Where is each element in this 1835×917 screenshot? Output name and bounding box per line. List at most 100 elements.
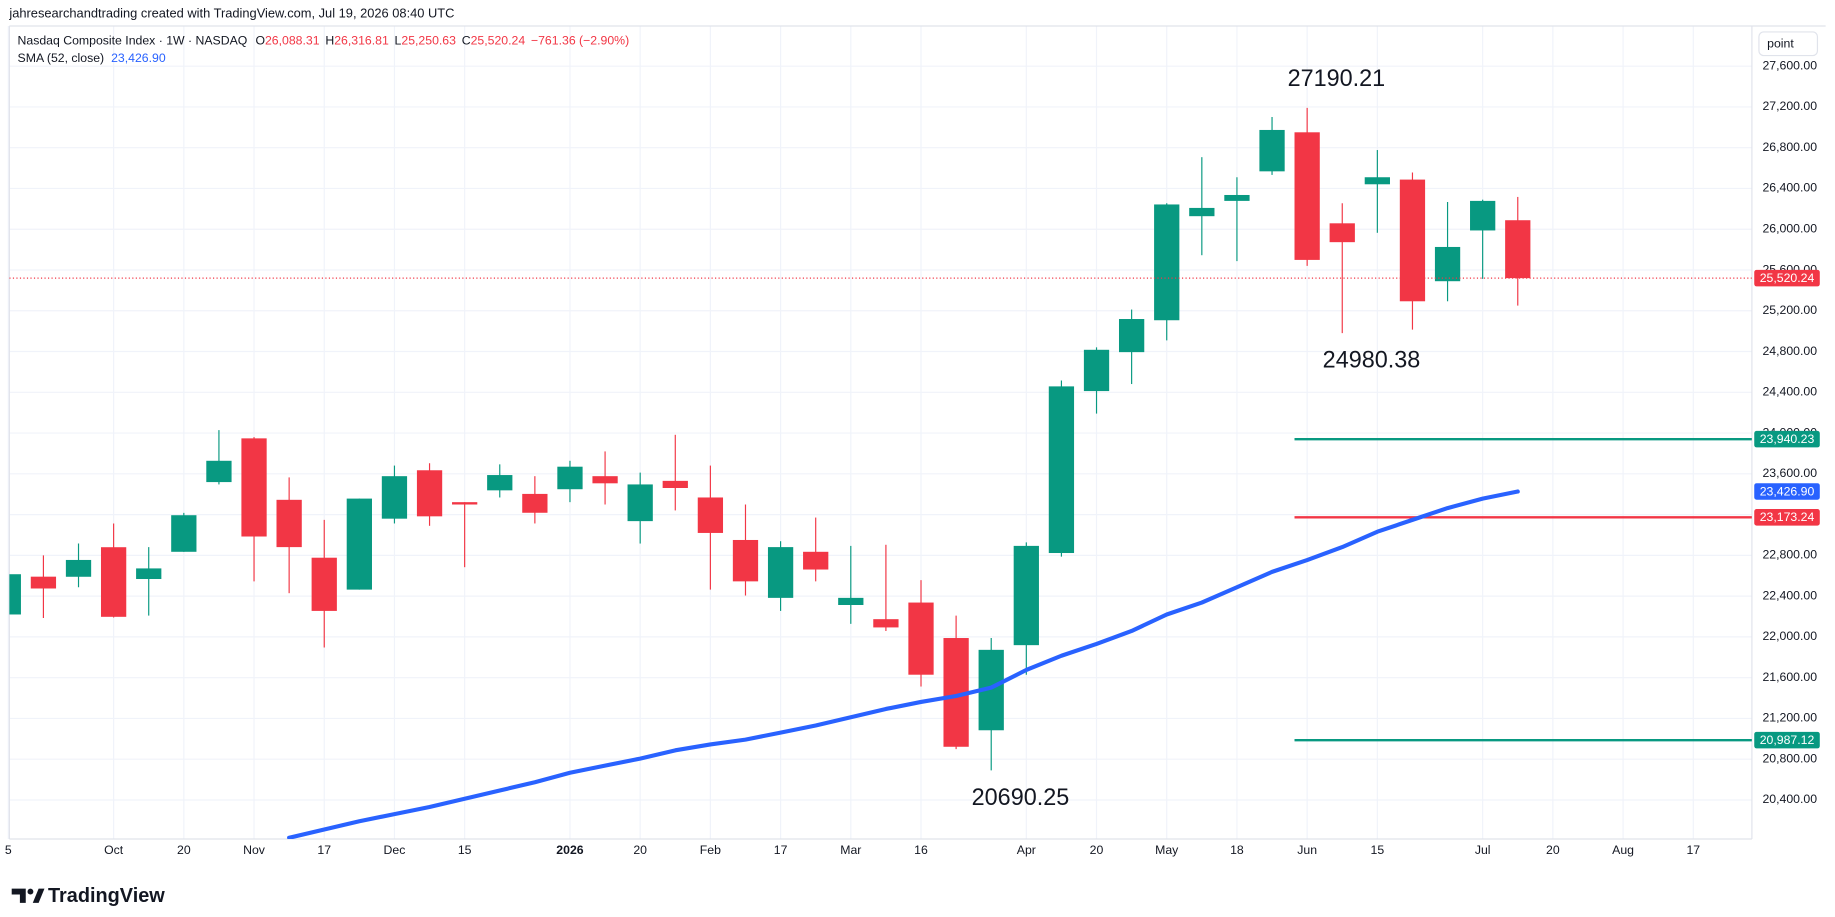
x-tick-label: Nov bbox=[243, 843, 266, 857]
candle-body bbox=[697, 497, 724, 533]
price-badge bbox=[1754, 731, 1820, 749]
x-tick-label: 20 bbox=[1090, 843, 1104, 857]
y-tick-label: 20,800.00 bbox=[1762, 751, 1817, 765]
legend-value: 26,316.81 bbox=[334, 34, 389, 48]
x-tick-label: 20 bbox=[633, 843, 647, 857]
x-tick-label: 15 bbox=[458, 843, 472, 857]
candle-body bbox=[416, 470, 443, 517]
candle-body bbox=[136, 568, 162, 580]
y-tick-label: 24,400.00 bbox=[1762, 385, 1817, 399]
candle-body bbox=[206, 460, 232, 483]
candle-body bbox=[767, 547, 794, 598]
y-tick-label: 21,200.00 bbox=[1762, 711, 1817, 725]
y-tick-label: 22,400.00 bbox=[1762, 588, 1817, 602]
sma-line bbox=[287, 489, 1520, 840]
y-tick-label: 23,600.00 bbox=[1762, 466, 1817, 480]
candle-body bbox=[1048, 386, 1075, 554]
y-tick-label: 20,400.00 bbox=[1762, 792, 1817, 806]
price-badge bbox=[1754, 509, 1820, 526]
price-badge-label: 20,987.12 bbox=[1760, 733, 1815, 747]
annotation: 20690.25 bbox=[972, 784, 1070, 810]
price-badge-label: 25,520.24 bbox=[1760, 271, 1815, 285]
candle-body bbox=[873, 619, 899, 628]
scale-button[interactable] bbox=[1758, 31, 1819, 57]
legend-row: Nasdaq Composite Index · 1W · NASDAQ O26… bbox=[18, 34, 630, 48]
logo-icon bbox=[32, 888, 45, 903]
candle-body bbox=[9, 574, 21, 615]
x-tick-label: Jun bbox=[1297, 843, 1317, 857]
candle-body bbox=[346, 498, 372, 590]
candle-body bbox=[381, 476, 408, 519]
legend-key: H bbox=[325, 34, 334, 48]
x-tick-label: Aug bbox=[1612, 843, 1634, 857]
price-badge-label: 23,940.23 bbox=[1760, 432, 1815, 446]
candle-body bbox=[1013, 545, 1039, 646]
candle-body bbox=[452, 502, 478, 505]
candle-body bbox=[557, 466, 583, 490]
brand-logo bbox=[11, 888, 45, 903]
axes: 20,400.00 20,800.00 21,200.00 21,600.00 22,0… bbox=[5, 58, 1820, 857]
legend-key: O bbox=[255, 34, 265, 48]
candle-body bbox=[487, 475, 513, 491]
candle-body bbox=[662, 480, 688, 488]
brand: TradingView bbox=[48, 885, 165, 907]
legend-value: 25,520.24 bbox=[471, 34, 526, 48]
candle-body bbox=[1154, 204, 1180, 321]
legend-symbol: Nasdaq Composite Index · 1W · NASDAQ bbox=[18, 34, 248, 48]
y-tick-label: 25,200.00 bbox=[1762, 303, 1817, 317]
y-tick-label: 27,200.00 bbox=[1762, 99, 1817, 113]
y-tick-label: 21,600.00 bbox=[1762, 670, 1817, 684]
candle-body bbox=[803, 551, 829, 570]
x-tick-label: 18 bbox=[1230, 843, 1244, 857]
candle-body bbox=[241, 438, 267, 537]
legend-key: L bbox=[395, 34, 402, 48]
candle-body bbox=[908, 602, 934, 675]
x-tick-label: 5 bbox=[5, 843, 12, 857]
candle-body bbox=[1364, 177, 1390, 185]
candle-body bbox=[732, 539, 759, 582]
y-tick-label: 22,800.00 bbox=[1762, 548, 1817, 562]
x-tick-label: 17 bbox=[1686, 843, 1700, 857]
candle-body bbox=[1399, 179, 1426, 302]
x-tick-label: Feb bbox=[700, 843, 721, 857]
candle-body bbox=[522, 493, 548, 513]
candle-body bbox=[592, 476, 618, 484]
logo-icon bbox=[11, 888, 26, 903]
legend-key: C bbox=[462, 34, 471, 48]
candle-body bbox=[1329, 223, 1355, 243]
annotation: 24980.38 bbox=[1323, 347, 1421, 373]
y-tick-label: 26,400.00 bbox=[1762, 181, 1817, 195]
annotation: 27190.21 bbox=[1288, 65, 1386, 91]
x-tick-label: Oct bbox=[104, 843, 124, 857]
x-tick-label: May bbox=[1155, 843, 1179, 857]
price-badge bbox=[1754, 430, 1820, 448]
x-tick-label: 15 bbox=[1371, 843, 1385, 857]
candle-body bbox=[1224, 194, 1250, 201]
credit: jahresearchandtrading created with Tradi… bbox=[8, 6, 454, 21]
y-tick-label: 26,000.00 bbox=[1762, 221, 1817, 235]
candle-body bbox=[171, 515, 197, 552]
candle-body bbox=[1434, 246, 1461, 282]
y-tick-label: 26,800.00 bbox=[1762, 140, 1817, 154]
x-tick-label: 16 bbox=[914, 843, 928, 857]
candle-body bbox=[30, 576, 57, 589]
price-badge bbox=[1754, 483, 1820, 500]
price-badge-label: 23,173.24 bbox=[1760, 510, 1815, 524]
legend-value: 26,088.31 bbox=[265, 34, 320, 48]
legend-sma: SMA (52, close) bbox=[18, 51, 105, 65]
x-tick-label: 17 bbox=[774, 843, 788, 857]
scale-button-label[interactable]: point bbox=[1767, 37, 1794, 51]
legend-sma-value: 23,426.90 bbox=[111, 51, 166, 65]
price-badge-label: 23,426.90 bbox=[1760, 484, 1815, 498]
candle-body bbox=[1505, 220, 1531, 279]
candle-body bbox=[276, 499, 302, 548]
x-tick-label: 2026 bbox=[556, 843, 583, 857]
x-tick-label: 17 bbox=[317, 843, 331, 857]
candle-body bbox=[838, 597, 864, 606]
candle-body bbox=[100, 547, 127, 617]
candle-body bbox=[627, 484, 653, 522]
candle-body bbox=[1118, 319, 1145, 353]
